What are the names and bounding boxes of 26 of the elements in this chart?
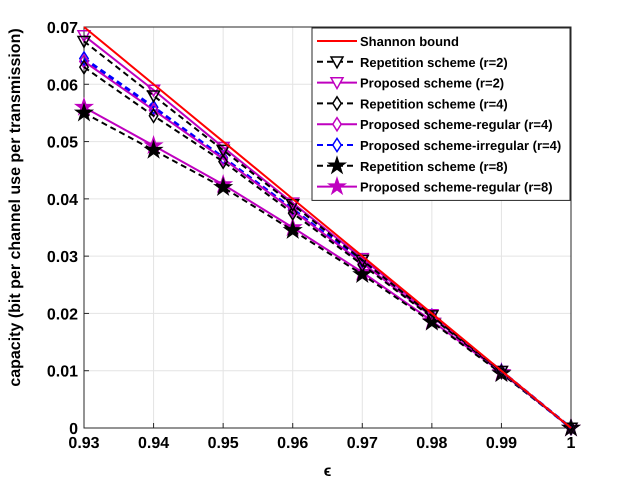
- x-tick-label: 0.98: [416, 435, 448, 452]
- x-tick-label: 0.97: [346, 435, 378, 452]
- x-tick-label: 1: [566, 435, 576, 452]
- x-tick-label: 0.96: [277, 435, 308, 452]
- y-tick-label: 0.02: [46, 306, 78, 324]
- legend-label: Proposed scheme-regular (r=8): [360, 180, 553, 195]
- y-axis-title: capacity (bit per channel use per transmission): [7, 28, 24, 387]
- y-tick-label: 0.06: [46, 77, 78, 94]
- y-tick-label: 0: [69, 421, 78, 438]
- y-tick-label: 0.07: [46, 20, 78, 37]
- legend-label: Proposed scheme-irregular (r=4): [360, 138, 562, 153]
- x-tick-label: 0.93: [68, 435, 100, 452]
- x-tick-label: 0.95: [208, 435, 239, 452]
- y-tick-label: 0.04: [46, 192, 78, 209]
- y-tick-label: 0.05: [46, 134, 78, 152]
- x-tick-label: 0.99: [486, 435, 518, 452]
- legend-label: Repetition scheme (r=8): [360, 158, 508, 174]
- legend-label: Repetition scheme (r=4): [360, 96, 508, 112]
- legend-label: Proposed scheme-regular (r=4): [360, 117, 553, 132]
- y-tick-label: 0.01: [46, 364, 78, 381]
- legend-label: Shannon bound: [360, 34, 459, 49]
- x-tick-label: 0.94: [138, 435, 170, 452]
- y-tick-label: 0.03: [46, 249, 78, 266]
- legend-label: Repetition scheme (r=2): [360, 54, 508, 70]
- x-axis-title: ϵ: [324, 463, 332, 480]
- legend-label: Proposed scheme (r=2): [360, 76, 504, 91]
